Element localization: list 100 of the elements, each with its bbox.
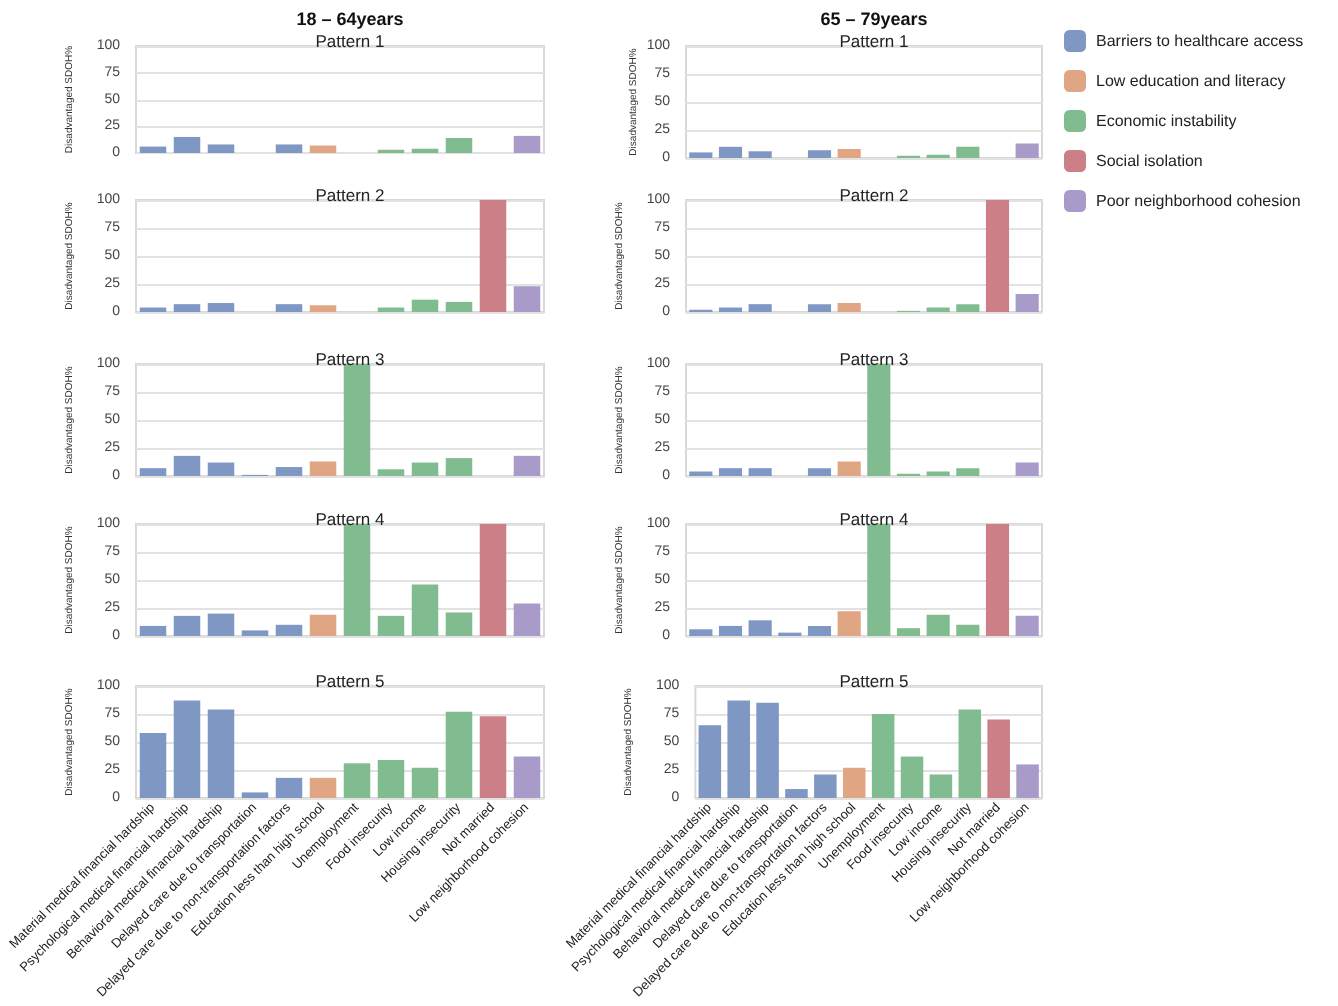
- bar: [718, 468, 743, 476]
- bar: [896, 628, 921, 636]
- bar: [309, 777, 337, 798]
- bar: [207, 613, 235, 636]
- bar: [837, 303, 861, 312]
- chart-title: Pattern 4: [315, 509, 386, 529]
- bar: [513, 455, 541, 476]
- legend-label: Low education and literacy: [1096, 72, 1286, 90]
- bar: [1016, 764, 1039, 798]
- bar: [411, 299, 439, 312]
- bar: [698, 725, 722, 798]
- bar: [689, 629, 713, 636]
- bar: [173, 615, 201, 636]
- bar: [513, 135, 541, 153]
- chart-title: Pattern 2: [839, 185, 910, 205]
- bar: [842, 767, 866, 798]
- bar: [309, 461, 337, 476]
- bar: [748, 620, 772, 636]
- bar: [926, 614, 950, 636]
- bar: [411, 767, 439, 798]
- bar: [718, 625, 743, 636]
- chart-title: Pattern 5: [315, 671, 386, 691]
- bar: [445, 138, 473, 153]
- bar: [309, 614, 337, 636]
- bar: [207, 709, 235, 798]
- bar: [309, 145, 337, 153]
- bar: [513, 756, 541, 798]
- bar: [241, 630, 269, 636]
- bar: [479, 524, 507, 636]
- chart-title: Pattern 1: [839, 31, 910, 51]
- bar: [837, 461, 861, 476]
- bar: [785, 789, 808, 798]
- bar: [411, 462, 439, 476]
- legend-label: Barriers to healthcare access: [1096, 32, 1304, 50]
- bar: [173, 136, 201, 153]
- bar: [445, 301, 473, 312]
- bar: [807, 304, 832, 312]
- bar: [139, 146, 167, 153]
- chart-title: Pattern 2: [315, 185, 386, 205]
- bar: [275, 304, 303, 312]
- bar: [929, 774, 953, 798]
- bar: [1015, 294, 1039, 312]
- bar: [139, 733, 167, 798]
- bar: [985, 200, 1010, 312]
- bar: [837, 611, 861, 636]
- bar: [985, 524, 1010, 636]
- chart-title: Pattern 4: [839, 509, 910, 529]
- bar: [748, 151, 772, 158]
- chart-subtitle: 18 – 64years: [296, 9, 404, 29]
- chart-title: Pattern 3: [839, 349, 910, 369]
- chart-subtitle: 65 – 79years: [820, 9, 928, 29]
- bar: [241, 792, 269, 798]
- bar: [173, 455, 201, 476]
- bar: [275, 467, 303, 476]
- legend-label: Social isolation: [1096, 152, 1203, 170]
- bar: [343, 763, 371, 798]
- bar: [343, 524, 371, 636]
- bar: [377, 615, 405, 636]
- bar: [689, 152, 713, 158]
- bar: [867, 524, 891, 636]
- bar: [377, 759, 405, 798]
- bar: [479, 200, 507, 312]
- bar: [1015, 615, 1039, 636]
- bar: [900, 756, 924, 798]
- bar: [275, 624, 303, 636]
- bar: [958, 709, 982, 798]
- bar: [343, 364, 371, 476]
- bar: [956, 624, 980, 636]
- bar: [1015, 143, 1039, 158]
- bar: [956, 468, 980, 476]
- bar: [807, 468, 832, 476]
- bar: [871, 714, 895, 798]
- bar: [309, 305, 337, 312]
- bar: [513, 286, 541, 312]
- bar: [987, 719, 1010, 798]
- bar: [173, 700, 201, 798]
- bar: [207, 144, 235, 153]
- bar: [513, 603, 541, 636]
- bar: [445, 711, 473, 798]
- bar: [139, 625, 167, 636]
- bar: [727, 700, 750, 798]
- bar: [173, 304, 201, 312]
- bar: [1015, 462, 1039, 476]
- bar: [748, 468, 772, 476]
- bar: [956, 146, 980, 158]
- bar: [139, 468, 167, 476]
- bar: [445, 458, 473, 476]
- legend-label: Poor neighborhood cohesion: [1096, 192, 1301, 210]
- legend-label: Economic instability: [1096, 112, 1237, 130]
- bar: [807, 625, 832, 636]
- chart-title: Pattern 5: [839, 671, 910, 691]
- chart-title: Pattern 3: [315, 349, 386, 369]
- bar: [807, 150, 832, 158]
- bar: [718, 146, 743, 158]
- bar: [756, 702, 779, 798]
- bar: [207, 462, 235, 476]
- bar: [814, 774, 837, 798]
- chart-title: Pattern 1: [315, 31, 386, 51]
- bar: [748, 304, 772, 312]
- bar: [479, 716, 507, 798]
